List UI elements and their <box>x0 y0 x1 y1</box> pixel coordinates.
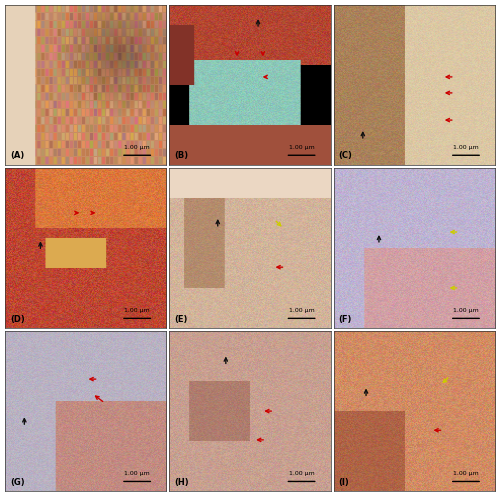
Text: (B): (B) <box>174 151 188 161</box>
Text: (H): (H) <box>174 478 189 487</box>
Text: (D): (D) <box>10 314 24 323</box>
Text: (A): (A) <box>10 151 24 161</box>
Text: 1.00 μm: 1.00 μm <box>453 308 479 313</box>
Text: 1.00 μm: 1.00 μm <box>288 308 314 313</box>
Text: (I): (I) <box>338 478 349 487</box>
Text: 1.00 μm: 1.00 μm <box>453 145 479 150</box>
Text: 1.00 μm: 1.00 μm <box>453 471 479 476</box>
Text: (C): (C) <box>338 151 352 161</box>
Text: (F): (F) <box>338 314 352 323</box>
Text: 1.00 μm: 1.00 μm <box>288 145 314 150</box>
Text: 1.00 μm: 1.00 μm <box>124 145 150 150</box>
Text: 1.00 μm: 1.00 μm <box>124 471 150 476</box>
Text: 1.00 μm: 1.00 μm <box>124 308 150 313</box>
Text: 1.00 μm: 1.00 μm <box>288 471 314 476</box>
Text: (G): (G) <box>10 478 24 487</box>
Text: (E): (E) <box>174 314 188 323</box>
